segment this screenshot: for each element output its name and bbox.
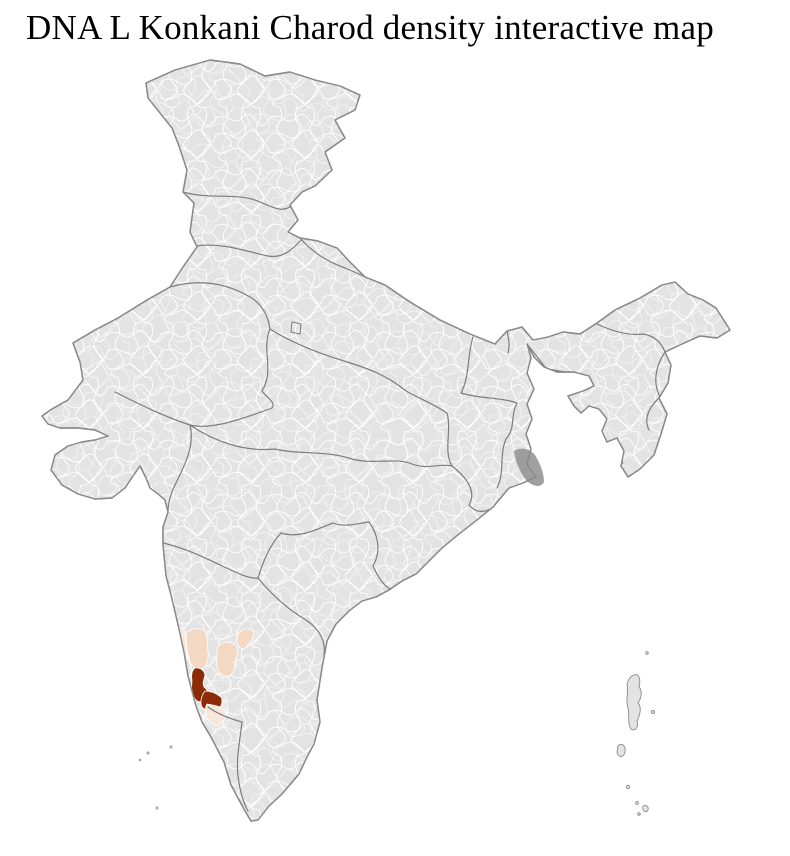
delhi-district-outline: [290, 321, 302, 335]
page-title: DNA L Konkani Charod density interactive…: [26, 8, 714, 47]
district-medium-1[interactable]: [185, 628, 209, 670]
district-medium-3[interactable]: [236, 628, 255, 649]
district-grid: [42, 60, 730, 821]
lakshadweep-islands: [138, 745, 173, 810]
district-medium-2[interactable]: [216, 641, 238, 677]
andaman-nicobar-islands: [616, 651, 656, 816]
